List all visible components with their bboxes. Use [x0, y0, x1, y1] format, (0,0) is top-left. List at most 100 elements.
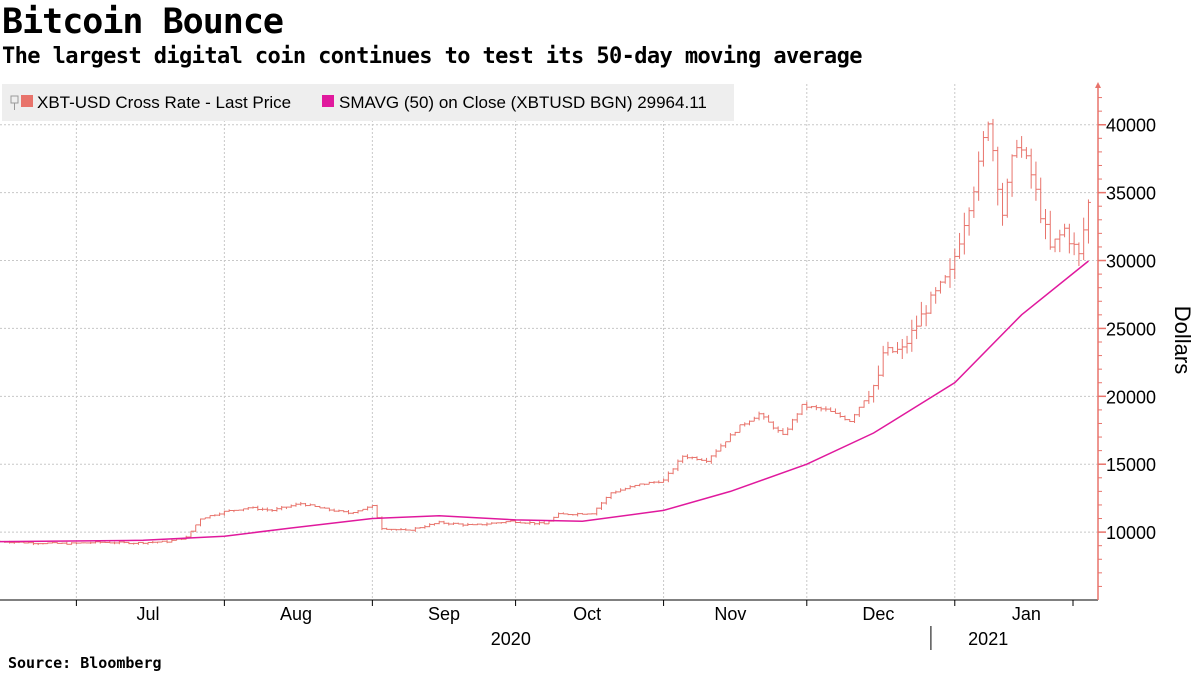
price-bar — [1085, 199, 1091, 244]
price-bar — [947, 258, 953, 288]
legend-entry-sma: SMAVG (50) on Close (XBTUSD BGN) 29964.1… — [339, 93, 707, 112]
price-bar — [474, 523, 480, 526]
price-bar — [761, 412, 767, 420]
price-bar — [622, 487, 628, 491]
y-tick-label: 30000 — [1106, 252, 1156, 272]
price-bar — [360, 508, 366, 512]
price-bar — [212, 514, 218, 517]
price-bar — [135, 541, 141, 545]
price-bar — [589, 513, 595, 515]
price-bar — [699, 458, 705, 461]
x-tick-label: Dec — [862, 604, 894, 624]
price-bar — [388, 528, 394, 531]
price-bar — [283, 506, 289, 510]
price-bar — [303, 502, 309, 507]
price-bar — [632, 484, 638, 488]
sma-line — [0, 260, 1089, 543]
price-bar — [408, 529, 414, 531]
price-bar — [107, 541, 113, 544]
price-bar — [202, 517, 208, 520]
price-bar — [775, 426, 781, 433]
price-bar — [307, 503, 313, 507]
price-bar — [828, 407, 834, 412]
price-bar — [608, 492, 614, 500]
price-bar — [54, 542, 60, 544]
price-bar — [164, 540, 170, 544]
price-bar — [279, 505, 285, 511]
price-bar — [875, 365, 881, 390]
price-bar — [708, 455, 714, 464]
price-bar — [675, 459, 681, 472]
price-bar — [789, 418, 795, 431]
price-bar — [594, 507, 600, 516]
price-bar — [942, 275, 948, 284]
x-tick-label: Nov — [714, 604, 746, 624]
price-bar — [799, 403, 805, 416]
y-axis-label: Dollars — [1170, 306, 1195, 374]
x-year-label: 2021 — [968, 629, 1008, 649]
price-bar — [556, 512, 562, 518]
chart-title: Bitcoin Bounce — [2, 2, 284, 42]
price-bar — [484, 522, 490, 527]
price-bar — [894, 342, 900, 354]
price-bar — [288, 504, 294, 508]
price-bar — [365, 506, 371, 511]
price-bar — [952, 248, 958, 280]
y-tick-label: 15000 — [1106, 455, 1156, 475]
legend-background — [2, 84, 734, 121]
price-bar — [684, 454, 690, 460]
price-bar — [255, 505, 261, 511]
price-bar — [813, 404, 819, 411]
price-bar — [427, 523, 433, 528]
price-bar — [599, 501, 605, 510]
price-bar — [522, 522, 528, 524]
price-bar — [1052, 238, 1058, 253]
price-bar — [823, 406, 829, 412]
price-bar — [298, 501, 304, 506]
price-bar — [579, 512, 585, 515]
price-bar — [747, 420, 753, 426]
price-bar — [971, 186, 977, 218]
price-bar — [326, 507, 332, 512]
price-bar — [1000, 182, 1006, 226]
price-bar — [575, 512, 581, 517]
y-tick-label: 25000 — [1106, 319, 1156, 339]
price-bar — [264, 507, 270, 512]
price-bar — [155, 541, 161, 544]
price-bar — [1047, 210, 1053, 250]
price-bar — [50, 541, 56, 544]
price-bar — [207, 515, 213, 519]
price-bar — [1004, 178, 1010, 218]
price-bar — [742, 422, 748, 427]
price-bar — [565, 513, 571, 516]
price-bar — [914, 315, 920, 340]
x-tick-label: Jul — [136, 604, 159, 624]
price-bar — [1076, 242, 1082, 267]
price-bar — [966, 207, 972, 236]
price-bar — [193, 524, 199, 532]
price-bar — [809, 405, 815, 409]
price-bar — [217, 512, 223, 517]
price-bar — [727, 433, 733, 443]
price-bar — [904, 335, 910, 354]
price-bar — [909, 319, 915, 352]
price-bar — [317, 505, 323, 509]
price-bar — [198, 518, 204, 527]
price-bar — [88, 541, 94, 544]
price-series — [0, 118, 1091, 546]
price-bar — [1042, 208, 1048, 240]
price-bar — [856, 406, 862, 417]
price-bar — [140, 541, 146, 545]
price-bar — [613, 490, 619, 494]
price-bar — [188, 530, 194, 538]
price-bar — [479, 523, 485, 526]
price-bar — [355, 510, 361, 514]
price-bar — [398, 527, 404, 531]
legend-collapse-icon[interactable] — [10, 95, 19, 110]
x-tick-label: Oct — [573, 604, 601, 624]
price-bar — [1019, 136, 1025, 158]
price-bar — [737, 424, 743, 433]
y-tick-label: 35000 — [1106, 184, 1156, 204]
price-bar — [431, 523, 437, 526]
price-bar — [1081, 217, 1087, 261]
